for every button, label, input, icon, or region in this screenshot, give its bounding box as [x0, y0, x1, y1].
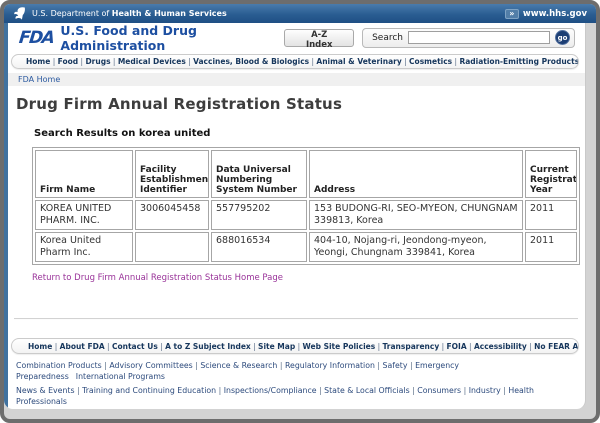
- fei-cell: 3006045458: [135, 200, 209, 230]
- footer-nav-link[interactable]: Contact Us: [112, 342, 165, 351]
- primary-nav-link[interactable]: Cosmetics: [409, 57, 459, 66]
- footer-divider: [14, 318, 578, 320]
- fei-cell: [135, 232, 209, 262]
- primary-nav-link[interactable]: Medical Devices: [118, 57, 193, 66]
- primary-nav-link[interactable]: Radiation-Emitting Products: [459, 57, 578, 66]
- page-body: FDA U.S. Food and Drug Administration A-…: [4, 23, 586, 409]
- footer-links-row-2: News & EventsTraining and Continuing Edu…: [16, 385, 571, 407]
- hhs-dept-prefix: U.S. Department of: [32, 9, 110, 18]
- table-header-row: Firm Name Facility Establishment Identifi…: [35, 150, 577, 198]
- agency-name: U.S. Food and Drug Administration: [60, 23, 197, 53]
- return-home-link[interactable]: Return to Drug Firm Annual Registration …: [32, 273, 284, 283]
- double-chevron-icon: »: [504, 8, 519, 19]
- primary-nav-link[interactable]: Animal & Veterinary: [316, 57, 409, 66]
- footer-nav-link[interactable]: Home: [28, 342, 60, 351]
- primary-nav: HomeFoodDrugsMedical DevicesVaccines, Bl…: [11, 54, 579, 69]
- firm-name-cell: Korea United Pharm Inc.: [35, 232, 133, 262]
- address-cell: 404-10, Nojang-ri, Jeondong-myeon, Yeong…: [309, 232, 523, 262]
- table-header-cell: Facility Establishment Identifier: [135, 150, 209, 198]
- duns-cell: 557795202: [211, 200, 307, 230]
- footer-nav-link[interactable]: No FEAR Act: [534, 341, 579, 351]
- az-index-button[interactable]: A-Z Index: [284, 28, 355, 50]
- footer-link[interactable]: News & Events: [16, 386, 82, 395]
- registration-year-cell: 2011: [525, 232, 577, 262]
- registration-table: Firm Name Facility Establishment Identifi…: [32, 147, 580, 265]
- search-label: Search: [372, 32, 403, 43]
- footer-link[interactable]: Regulatory Information: [285, 361, 383, 370]
- fda-masthead: FDA U.S. Food and Drug Administration A-…: [4, 23, 585, 53]
- table-header-cell: Current Registration Year: [525, 150, 577, 198]
- primary-nav-link[interactable]: Food: [58, 57, 86, 66]
- page-title: Drug Firm Annual Registration Status: [16, 95, 343, 113]
- footer-link[interactable]: Inspections/Compliance: [224, 386, 324, 395]
- breadcrumb-fda-home-link[interactable]: FDA Home: [18, 75, 61, 84]
- hhs-header-bar: U.S. Department of Health & Human Servic…: [4, 4, 596, 23]
- footer-nav-link[interactable]: Accessibility: [474, 342, 534, 351]
- search-box: Search go: [362, 27, 575, 48]
- footer-link[interactable]: Science & Research: [200, 361, 285, 370]
- hhs-gov-link[interactable]: www.hhs.gov: [522, 8, 587, 19]
- table-body: KOREA UNITED PHARM. INC. 3006045458 5577…: [35, 200, 577, 262]
- table-row: Korea United Pharm Inc. 688016534 404-10…: [35, 232, 577, 262]
- fda-logo[interactable]: FDA: [17, 27, 55, 48]
- firm-name-cell: KOREA UNITED PHARM. INC.: [35, 200, 133, 230]
- hhs-department-text: U.S. Department of Health & Human Servic…: [32, 9, 227, 18]
- footer-link[interactable]: Consumers: [417, 386, 468, 395]
- hhs-eagle-icon: [12, 6, 27, 21]
- search-results-heading: Search Results on korea united: [34, 128, 211, 139]
- search-input[interactable]: [408, 31, 550, 44]
- duns-cell: 688016534: [211, 232, 307, 262]
- footer-links-row-1-list: Combination ProductsAdvisory CommitteesS…: [16, 361, 459, 381]
- footer-nav-link[interactable]: About FDA: [60, 342, 112, 351]
- table-row: KOREA UNITED PHARM. INC. 3006045458 5577…: [35, 200, 577, 230]
- search-go-button[interactable]: go: [555, 30, 570, 45]
- footer-nav: HomeAbout FDAContact UsA to Z Subject In…: [11, 338, 579, 354]
- table-header-cell: Firm Name: [35, 150, 133, 198]
- footer-links-row-1: Combination ProductsAdvisory CommitteesS…: [16, 360, 571, 382]
- table-header-cell: Address: [309, 150, 523, 198]
- footer-link[interactable]: Training and Continuing Education: [82, 386, 224, 395]
- footer-nav-link[interactable]: Transparency: [382, 342, 446, 351]
- primary-nav-link[interactable]: Vaccines, Blood & Biologics: [193, 57, 316, 66]
- footer-link[interactable]: State & Local Officials: [324, 386, 417, 395]
- breadcrumb: FDA Home: [4, 73, 585, 86]
- hhs-dept-bold: Health & Human Services: [111, 9, 227, 18]
- primary-nav-link[interactable]: Home: [26, 57, 58, 66]
- footer-link[interactable]: Emergency Preparedness: [16, 361, 460, 381]
- footer-link[interactable]: Industry: [469, 386, 509, 395]
- table-header-cell: Data Universal Numbering System Number: [211, 150, 307, 198]
- footer-link[interactable]: Advisory Committees: [109, 361, 200, 370]
- address-cell: 153 BUDONG-RI, SEO-MYEON, CHUNGNAM 33981…: [309, 200, 523, 230]
- footer-nav-link[interactable]: Web Site Policies: [303, 342, 383, 351]
- footer-link[interactable]: Combination Products: [16, 361, 109, 370]
- footer-nav-link[interactable]: A to Z Subject Index: [165, 342, 258, 351]
- primary-nav-link[interactable]: Drugs: [85, 57, 117, 66]
- footer-link[interactable]: International Programs: [75, 372, 165, 381]
- footer-link[interactable]: Health Professionals: [16, 386, 534, 406]
- registration-year-cell: 2011: [525, 200, 577, 230]
- footer-nav-link[interactable]: FOIA: [447, 342, 474, 351]
- footer-nav-link[interactable]: Site Map: [258, 342, 302, 351]
- footer-link[interactable]: Safety: [383, 361, 416, 370]
